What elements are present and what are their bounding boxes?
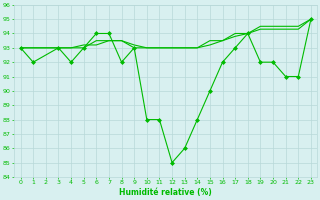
X-axis label: Humidité relative (%): Humidité relative (%) xyxy=(119,188,212,197)
